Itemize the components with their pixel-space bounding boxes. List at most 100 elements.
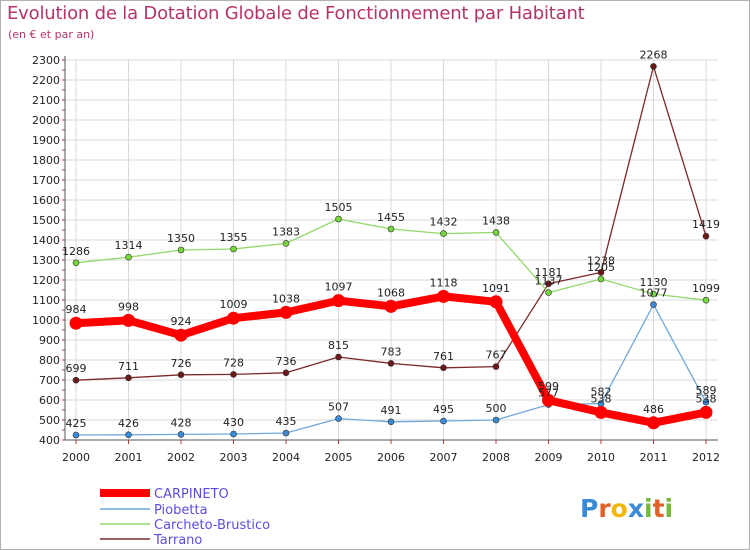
data-label-2-2004: 1383 bbox=[272, 225, 300, 238]
series-0-point-2003 bbox=[227, 311, 240, 325]
data-label-2-2002: 1350 bbox=[167, 232, 195, 245]
x-tick-label-2001: 2001 bbox=[115, 451, 143, 464]
data-label-1-2012: 589 bbox=[696, 384, 717, 397]
y-tick-label-700: 700 bbox=[39, 374, 60, 387]
data-label-1-2002: 428 bbox=[171, 416, 192, 429]
y-tick-label-2100: 2100 bbox=[32, 94, 60, 107]
series-2-point-2005 bbox=[335, 215, 342, 223]
data-label-0-2011: 486 bbox=[643, 403, 664, 416]
series-0-point-2009 bbox=[542, 393, 555, 407]
legend-label-3: Tarrano bbox=[153, 533, 202, 548]
series-0-point-2002 bbox=[174, 328, 188, 342]
series-3-point-2010 bbox=[597, 269, 605, 276]
legend-label-1: Piobetta bbox=[154, 503, 208, 518]
data-label-2-2001: 1314 bbox=[115, 239, 143, 252]
legend-label-2: Carcheto-Brustico bbox=[154, 518, 270, 533]
data-label-0-2002: 924 bbox=[171, 315, 192, 328]
data-label-2-2009: 1137 bbox=[535, 275, 563, 288]
y-tick-label-600: 600 bbox=[39, 394, 60, 407]
series-0-point-2012 bbox=[699, 405, 713, 419]
y-tick-label-2000: 2000 bbox=[32, 114, 60, 127]
series-2-point-2003 bbox=[230, 245, 237, 253]
data-label-3-2004: 736 bbox=[276, 355, 297, 368]
series-3-point-2002 bbox=[177, 371, 185, 379]
data-label-2-2012: 1099 bbox=[692, 282, 720, 295]
y-tick-label-500: 500 bbox=[39, 414, 60, 427]
data-label-1-2010: 582 bbox=[591, 386, 612, 399]
data-label-0-2004: 1038 bbox=[272, 292, 300, 305]
x-tick-label-2010: 2010 bbox=[587, 451, 615, 464]
series-0-point-2006 bbox=[384, 299, 398, 313]
data-label-3-2008: 767 bbox=[486, 349, 507, 362]
y-tick-label-800: 800 bbox=[39, 354, 60, 367]
series-0-point-2001 bbox=[122, 313, 135, 327]
series-3-point-2007 bbox=[440, 364, 447, 372]
data-label-0-2009: 599 bbox=[538, 380, 559, 393]
data-label-2-2008: 1438 bbox=[482, 214, 510, 227]
data-label-2-2010: 1205 bbox=[587, 261, 615, 274]
data-label-0-2008: 1091 bbox=[482, 282, 510, 295]
y-tick-label-1500: 1500 bbox=[32, 214, 60, 227]
series-1-point-2011 bbox=[650, 301, 657, 308]
y-tick-label-1400: 1400 bbox=[32, 234, 60, 247]
series-3-point-2000 bbox=[72, 376, 80, 384]
data-label-3-2012: 1419 bbox=[692, 218, 720, 231]
x-tick-label-2000: 2000 bbox=[62, 451, 90, 464]
y-tick-label-1000: 1000 bbox=[32, 314, 60, 327]
data-label-3-2006: 783 bbox=[381, 345, 402, 358]
series-1-point-2008 bbox=[492, 416, 500, 424]
series-2-point-2009 bbox=[545, 289, 552, 296]
series-3-point-2003 bbox=[230, 371, 237, 378]
y-tick-label-2300: 2300 bbox=[32, 54, 60, 67]
series-3-point-2011 bbox=[650, 63, 657, 70]
series-1-point-2012 bbox=[702, 398, 710, 406]
data-label-3-2011: 2268 bbox=[640, 48, 668, 61]
series-2-point-2006 bbox=[387, 225, 395, 233]
data-label-1-2006: 491 bbox=[381, 404, 402, 417]
series-3-point-2004 bbox=[282, 369, 290, 377]
chart-subtitle: (en € et par an) bbox=[8, 28, 95, 41]
data-label-0-2012: 538 bbox=[696, 392, 717, 405]
y-tick-label-1200: 1200 bbox=[32, 274, 60, 287]
y-tick-label-1300: 1300 bbox=[32, 254, 60, 267]
series-3-point-2005 bbox=[335, 353, 342, 361]
series-2-point-2004 bbox=[282, 240, 290, 247]
data-label-0-2010: 538 bbox=[591, 392, 612, 405]
series-1-point-2004 bbox=[282, 429, 290, 437]
series-3-point-2012 bbox=[702, 232, 710, 240]
series-2-point-2012 bbox=[702, 296, 710, 304]
data-label-2-2007: 1432 bbox=[430, 216, 458, 229]
series-2-point-2007 bbox=[440, 230, 447, 237]
series-3-point-2001 bbox=[125, 374, 132, 382]
x-tick-label-2004: 2004 bbox=[272, 451, 300, 464]
data-label-3-2007: 761 bbox=[433, 350, 454, 363]
series-2-point-2002 bbox=[177, 246, 185, 254]
series-3-point-2006 bbox=[387, 360, 395, 367]
y-tick-label-2200: 2200 bbox=[32, 74, 60, 87]
data-label-3-2001: 711 bbox=[118, 360, 139, 373]
data-label-0-2005: 1097 bbox=[325, 281, 353, 294]
series-2-point-2001 bbox=[125, 253, 132, 261]
x-tick-label-2011: 2011 bbox=[640, 451, 668, 464]
data-label-3-2005: 815 bbox=[328, 339, 349, 352]
data-label-3-2002: 726 bbox=[171, 357, 192, 370]
series-1-point-2005 bbox=[335, 415, 342, 422]
series-3-point-2009 bbox=[545, 280, 552, 288]
data-label-1-2005: 507 bbox=[328, 401, 349, 414]
data-label-1-2007: 495 bbox=[433, 403, 454, 416]
series-0-point-2008 bbox=[489, 295, 503, 309]
series-1-point-2007 bbox=[440, 417, 447, 425]
x-tick-label-2005: 2005 bbox=[325, 451, 353, 464]
series-2-point-2011 bbox=[650, 290, 657, 298]
series-3-point-2008 bbox=[492, 363, 500, 370]
y-tick-label-1900: 1900 bbox=[32, 134, 60, 147]
data-label-0-2000: 984 bbox=[66, 303, 87, 316]
y-tick-label-1600: 1600 bbox=[32, 194, 60, 207]
x-tick-label-2008: 2008 bbox=[482, 451, 510, 464]
y-tick-label-1100: 1100 bbox=[32, 294, 60, 307]
series-1-point-2003 bbox=[230, 430, 237, 438]
x-tick-label-2003: 2003 bbox=[220, 451, 248, 464]
x-tick-label-2009: 2009 bbox=[535, 451, 563, 464]
x-tick-label-2002: 2002 bbox=[167, 451, 195, 464]
